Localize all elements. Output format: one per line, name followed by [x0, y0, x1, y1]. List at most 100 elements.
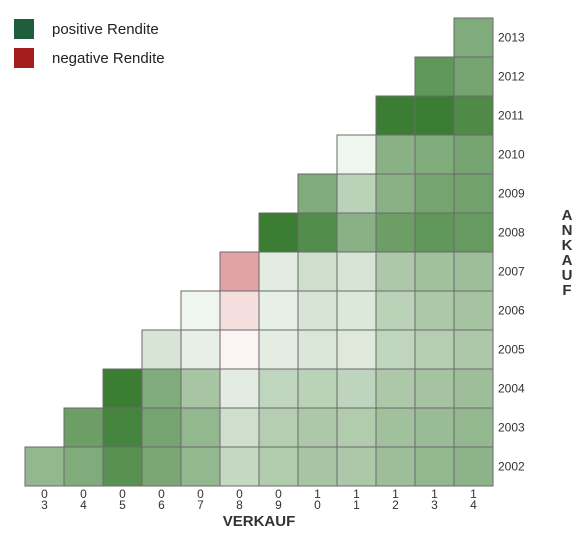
- heatmap-cell: [414, 212, 455, 253]
- heatmap-cell: [336, 368, 377, 409]
- heatmap-cell: [258, 407, 299, 448]
- heatmap-cell: [258, 368, 299, 409]
- heatmap-cell: [141, 329, 182, 370]
- y-tick-label: 2012: [498, 70, 525, 84]
- legend-label-negative: negative Rendite: [52, 49, 165, 67]
- heatmap-cell: [258, 329, 299, 370]
- heatmap-cell: [336, 290, 377, 331]
- heatmap-cell: [414, 95, 455, 136]
- heatmap-cell: [63, 407, 104, 448]
- heatmap-cell: [297, 290, 338, 331]
- heatmap-cell: [414, 407, 455, 448]
- y-tick-label: 2004: [498, 382, 525, 396]
- heatmap-cell: [102, 407, 143, 448]
- heatmap-cell: [414, 368, 455, 409]
- heatmap-cell: [453, 173, 494, 214]
- heatmap-cell: [453, 56, 494, 97]
- heatmap-cell: [219, 290, 260, 331]
- heatmap-cell: [414, 134, 455, 175]
- heatmap-cell: [414, 290, 455, 331]
- heatmap-cell: [297, 446, 338, 487]
- heatmap-cell: [141, 407, 182, 448]
- legend-swatch-positive: [14, 19, 34, 39]
- heatmap-cell: [375, 290, 416, 331]
- heatmap-cell: [102, 368, 143, 409]
- legend-item-negative: negative Rendite: [14, 47, 165, 69]
- heatmap-cell: [102, 446, 143, 487]
- heatmap-cell: [453, 251, 494, 292]
- heatmap-cell: [375, 212, 416, 253]
- heatmap-cell: [453, 446, 494, 487]
- heatmap-cell: [258, 212, 299, 253]
- heatmap-cell: [375, 329, 416, 370]
- heatmap-cell: [297, 251, 338, 292]
- heatmap-cell: [375, 446, 416, 487]
- heatmap-cell: [297, 173, 338, 214]
- heatmap-cell: [453, 134, 494, 175]
- y-tick-label: 2003: [498, 421, 525, 435]
- heatmap-cell: [258, 446, 299, 487]
- heatmap-cell: [336, 329, 377, 370]
- heatmap-cell: [297, 329, 338, 370]
- heatmap-cell: [180, 329, 221, 370]
- heatmap-cell: [375, 134, 416, 175]
- x-axis-title: VERKAUF: [223, 513, 296, 530]
- y-tick-label: 2008: [498, 226, 525, 240]
- heatmap-cell: [219, 251, 260, 292]
- y-tick-label: 2002: [498, 460, 525, 474]
- heatmap-cell: [414, 251, 455, 292]
- heatmap-cell: [375, 251, 416, 292]
- heatmap-cell: [180, 407, 221, 448]
- y-tick-label: 2013: [498, 31, 525, 45]
- heatmap-cell: [375, 95, 416, 136]
- heatmap-cell: [180, 368, 221, 409]
- heatmap-cell: [336, 212, 377, 253]
- heatmap-cell: [141, 446, 182, 487]
- heatmap-cell: [297, 368, 338, 409]
- heatmap-cell: [336, 134, 377, 175]
- y-tick-label: 2005: [498, 343, 525, 357]
- heatmap-cell: [375, 368, 416, 409]
- heatmap-cell: [336, 446, 377, 487]
- legend-swatch-negative: [14, 48, 34, 68]
- y-tick-label: 2007: [498, 265, 525, 279]
- heatmap-cell: [297, 212, 338, 253]
- heatmap-cell: [453, 407, 494, 448]
- heatmap-cell: [258, 251, 299, 292]
- legend-item-positive: positive Rendite: [14, 18, 159, 40]
- heatmap-cell: [24, 446, 65, 487]
- heatmap-cell: [219, 446, 260, 487]
- heatmap-cell: [414, 446, 455, 487]
- heatmap-cell: [375, 173, 416, 214]
- heatmap-cell: [180, 290, 221, 331]
- heatmap-cell: [180, 446, 221, 487]
- heatmap-cell: [414, 56, 455, 97]
- heatmap-cell: [258, 290, 299, 331]
- heatmap-cell: [453, 17, 494, 58]
- y-tick-label: 2009: [498, 187, 525, 201]
- heatmap-cell: [219, 329, 260, 370]
- y-tick-label: 2011: [498, 109, 524, 123]
- heatmap-cell: [141, 368, 182, 409]
- heatmap-cell: [414, 329, 455, 370]
- heatmap-cell: [336, 407, 377, 448]
- y-tick-label: 2006: [498, 304, 525, 318]
- heatmap-cell: [453, 329, 494, 370]
- heatmap-cell: [219, 368, 260, 409]
- heatmap-cell: [336, 251, 377, 292]
